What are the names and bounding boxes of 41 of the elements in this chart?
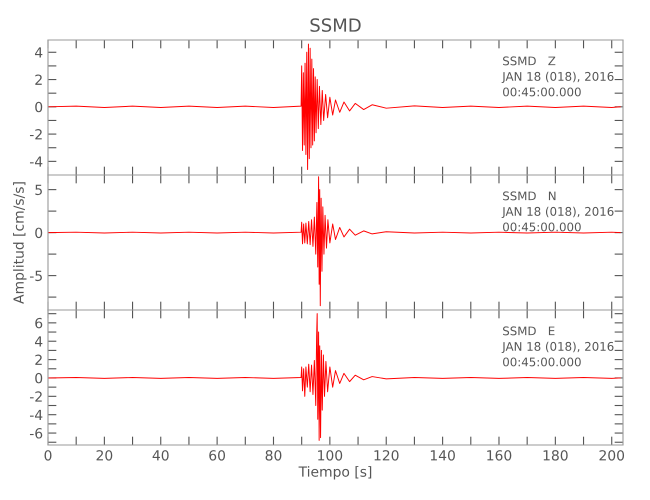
- x-tick-label: 20: [96, 450, 112, 461]
- y-tick-label: 0: [35, 228, 42, 238]
- x-tick-label: 0: [44, 450, 52, 461]
- y-tick-label: 6: [35, 318, 42, 328]
- annotation: SSMD Z: [503, 56, 556, 66]
- x-tick-label: 140: [430, 450, 455, 461]
- line-series: [48, 176, 621, 306]
- y-axis-title: Amplitud [cm/s/s]: [13, 182, 27, 304]
- x-axis-title: Tiempo [s]: [298, 466, 372, 480]
- y-tick-label: -4: [30, 410, 42, 420]
- y-tick-label: 4: [34, 336, 42, 346]
- y-tick-label: -6: [30, 428, 42, 439]
- y-tick-label: -4: [30, 156, 42, 167]
- annotation: 00:45:00.000: [503, 87, 581, 96]
- annotation: 00:45:00.000: [503, 357, 581, 366]
- x-tick-label: 80: [266, 450, 282, 461]
- y-tick-label: -2: [30, 129, 42, 140]
- annotation: SSMD N: [503, 191, 556, 200]
- x-tick-label: 100: [318, 450, 342, 461]
- line-series: [48, 44, 621, 170]
- annotation: JAN 18 (018), 2016: [502, 342, 614, 354]
- annotation: 00:45:00.000: [503, 222, 581, 232]
- x-tick-label: 40: [152, 450, 169, 461]
- y-tick-label: 5: [35, 184, 42, 196]
- x-tick-label: 200: [599, 450, 624, 461]
- y-tick-label: 2: [35, 354, 42, 365]
- y-tick-label: 2: [35, 74, 42, 85]
- annotation: SSMD E: [503, 326, 554, 336]
- x-tick-label: 60: [209, 450, 226, 461]
- x-tick-label: 180: [544, 450, 568, 461]
- y-tick-label: -2: [30, 391, 42, 402]
- y-tick-label: 0: [35, 102, 42, 112]
- x-tick-label: 120: [374, 450, 399, 461]
- y-tick-label: 4: [34, 47, 42, 58]
- annotation: JAN 18 (018), 2016: [502, 206, 614, 218]
- annotation: JAN 18 (018), 2016: [502, 72, 614, 84]
- y-tick-label: -5: [30, 270, 42, 282]
- x-tick-label: 160: [487, 450, 512, 461]
- y-tick-label: 0: [35, 372, 42, 384]
- chart-title: SSMD: [310, 18, 361, 32]
- line-series: [48, 313, 621, 441]
